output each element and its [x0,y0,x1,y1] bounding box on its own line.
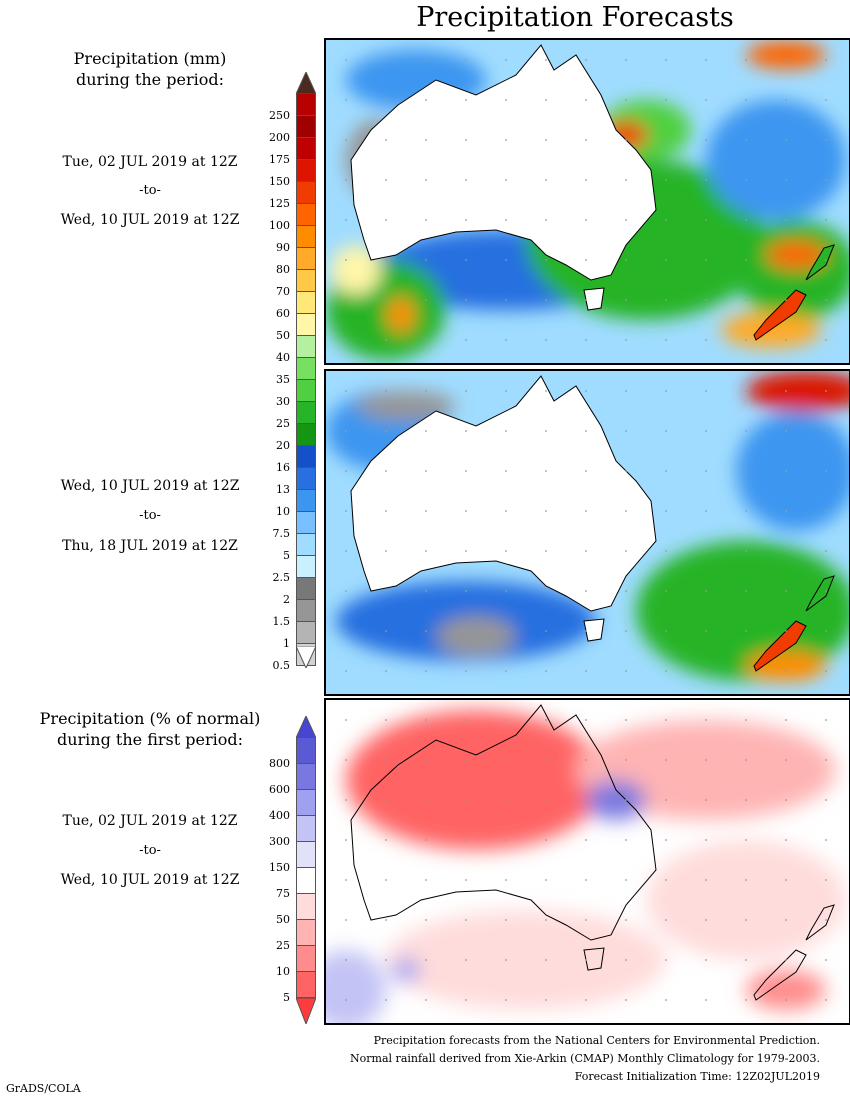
percent-colorbar-label: 10 [276,965,290,978]
percent-colorbar-cell [296,790,316,816]
precip-colorbar-cell [296,182,316,204]
percent-colorbar-top-arrow [296,716,316,738]
period2-end: Thu, 18 JUL 2019 at 12Z [62,538,238,554]
map-panel-period1 [324,38,850,365]
precip-colorbar-cell [296,226,316,248]
precip-heading-line2: during the period: [76,70,224,89]
precip-colorbar-label: 150 [269,175,290,188]
precip-colorbar-label: 1 [283,637,290,650]
precip-colorbar-bottom-arrow [296,646,316,668]
period1-end: Wed, 10 JUL 2019 at 12Z [60,212,240,228]
precip-colorbar-cell [296,468,316,490]
percent-colorbar-cell [296,920,316,946]
map-panel-percent-normal [324,698,850,1025]
precip-colorbar-label: 70 [276,285,290,298]
precip-colorbar-cell [296,556,316,578]
percent-colorbar-label: 150 [269,861,290,874]
percent-colorbar-cell [296,764,316,790]
footer-notes: Precipitation forecasts from the Nationa… [350,1032,820,1086]
precip-colorbar-label: 13 [276,483,290,496]
precip-colorbar-label: 80 [276,263,290,276]
percent-colorbar-cell [296,894,316,920]
percent-colorbar-cell [296,972,316,998]
precip-colorbar-cell [296,160,316,182]
period1-to: -to- [139,183,161,198]
period1-start: Tue, 02 JUL 2019 at 12Z [62,154,238,170]
footer-line2: Normal rainfall derived from Xie-Arkin (… [350,1052,820,1065]
precip-colorbar-label: 30 [276,395,290,408]
precip-colorbar-cell [296,358,316,380]
period2-start: Wed, 10 JUL 2019 at 12Z [60,478,240,494]
precip-colorbar-cell [296,424,316,446]
percent-colorbar-label: 800 [269,757,290,770]
precip-colorbar-cell [296,314,316,336]
percent-colorbar-cell [296,946,316,972]
percent-colorbar-cell [296,816,316,842]
percent-colorbar-label: 600 [269,783,290,796]
precip-colorbar-label: 100 [269,219,290,232]
precip-colorbar-label: 125 [269,197,290,210]
precip-colorbar-cell [296,204,316,226]
precip-colorbar-cell [296,94,316,116]
precip-colorbar-cell [296,270,316,292]
percent-colorbar-label: 300 [269,835,290,848]
precip-colorbar-cell [296,336,316,358]
precip-colorbar-label: 2.5 [272,571,291,584]
precip-colorbar-label: 50 [276,329,290,342]
percent-colorbar-cell [296,738,316,764]
period3-end: Wed, 10 JUL 2019 at 12Z [60,872,240,888]
percent-colorbar-bottom-arrow [296,998,316,1024]
precip-colorbar-cell [296,512,316,534]
precip-colorbar-label: 60 [276,307,290,320]
precip-colorbar-cell [296,600,316,622]
percent-colorbar-label: 5 [283,991,290,1004]
precip-colorbar-label: 25 [276,417,290,430]
precip-colorbar-cell [296,248,316,270]
precip-colorbar-cell [296,446,316,468]
precip-colorbar-label: 200 [269,131,290,144]
footer-line1: Precipitation forecasts from the Nationa… [373,1034,820,1047]
period3-to: -to- [139,843,161,858]
percent-heading-line1: Precipitation (% of normal) [39,709,261,728]
precip-colorbar-label: 2 [283,593,290,606]
page-title: Precipitation Forecasts [416,2,734,33]
percent-colorbar-label: 75 [276,887,290,900]
precip-colorbar-top-arrow [296,72,316,94]
percent-heading-line2: during the first period: [56,730,244,749]
precip-colorbar-label: 35 [276,373,290,386]
precip-colorbar-label: 250 [269,109,290,122]
precip-colorbar-label: 16 [276,461,290,474]
percent-colorbar-cell [296,842,316,868]
precip-colorbar-label: 1.5 [272,615,291,628]
percent-colorbar-label: 25 [276,939,290,952]
credit-text: GrADS/COLA [6,1082,81,1095]
precip-colorbar-label: 10 [276,505,290,518]
precip-colorbar-cell [296,578,316,600]
precip-colorbar-label: 0.5 [272,659,291,672]
percent-heading: Precipitation (% of normal) during the f… [30,708,270,750]
precip-colorbar-label: 90 [276,241,290,254]
precip-colorbar-cell [296,116,316,138]
period3-start: Tue, 02 JUL 2019 at 12Z [62,813,238,829]
period2-to: -to- [139,508,161,523]
map-panel-period2 [324,369,850,696]
footer-line3: Forecast Initialization Time: 12Z02JUL20… [574,1070,820,1083]
precip-colorbar-cell [296,380,316,402]
precip-colorbar-cell [296,622,316,644]
precip-colorbar-cell [296,292,316,314]
precip-heading: Precipitation (mm) during the period: [40,48,260,90]
precip-colorbar-cell [296,490,316,512]
precip-heading-line1: Precipitation (mm) [73,49,227,68]
precip-colorbar-label: 175 [269,153,290,166]
precip-colorbar-label: 7.5 [272,527,291,540]
precip-colorbar-label: 40 [276,351,290,364]
precip-colorbar-cell [296,138,316,160]
percent-colorbar-label: 400 [269,809,290,822]
precip-colorbar-label: 20 [276,439,290,452]
percent-colorbar-label: 50 [276,913,290,926]
precip-colorbar-cell [296,402,316,424]
precip-colorbar-cell [296,534,316,556]
percent-colorbar-cell [296,868,316,894]
precip-colorbar-label: 5 [283,549,290,562]
